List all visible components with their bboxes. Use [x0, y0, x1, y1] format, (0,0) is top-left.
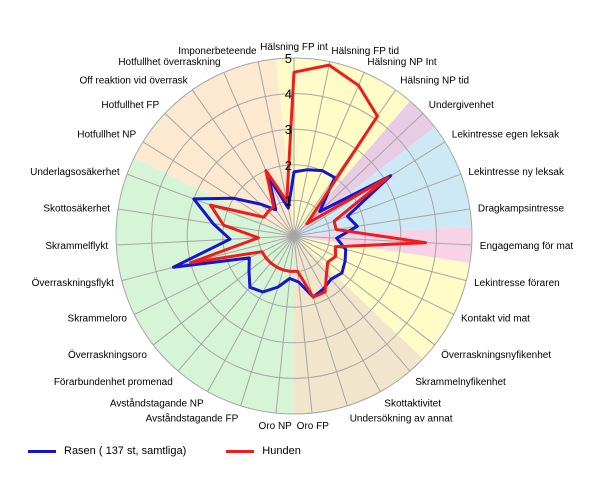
category-label: Hälsning NP tid: [400, 75, 469, 86]
spoke-9: [293, 235, 467, 282]
category-label: Hälsning NP Int: [367, 57, 437, 68]
category-label: Lekintresse egen leksak: [452, 130, 560, 141]
spoke-29: [223, 72, 295, 237]
category-label: Hälsning FP int: [260, 42, 328, 53]
tick-label: 3: [285, 122, 292, 137]
spoke-26: [142, 141, 295, 237]
spoke-4: [293, 113, 424, 237]
series-line-1: [189, 63, 428, 299]
category-label: Kontakt vid mat: [461, 313, 530, 324]
spoke-15: [293, 235, 313, 414]
legend-item-breed: Rasen ( 137 st, samtliga): [28, 445, 186, 457]
spoke-14: [293, 235, 348, 406]
spoke-20: [152, 235, 295, 346]
spoke-11: [293, 235, 436, 346]
category-label: Off reaktion vid överrask: [79, 75, 188, 86]
spoke-3: [293, 89, 397, 237]
category-label: Hotfullhet överraskning: [118, 57, 220, 68]
category-label: Undersökning av annat: [350, 414, 453, 425]
spoke-28: [191, 89, 295, 237]
category-label: Undergivenhet: [429, 100, 494, 111]
sector-6: [116, 157, 294, 414]
spoke-13: [293, 235, 381, 392]
category-label: Oro NP: [259, 421, 293, 432]
category-label: Hälsning FP tid: [331, 46, 399, 57]
spoke-17: [240, 235, 295, 406]
tick-label: 2: [285, 158, 292, 173]
radar-grid: [115, 57, 473, 415]
legend-label-dog: Hunden: [262, 445, 301, 457]
category-label: Hotfullhet FP: [101, 100, 159, 111]
tick-label: 4: [285, 87, 292, 102]
category-label: Oro FP: [297, 421, 330, 432]
category-label: Lekintresse ny leksak: [468, 167, 565, 178]
category-label: Skottosäkerhet: [43, 203, 110, 214]
category-label: Engagemang för mat: [480, 241, 574, 252]
spoke-18: [207, 235, 295, 392]
spoke-16: [275, 235, 295, 414]
category-label: Överraskningsoro: [68, 349, 147, 361]
legend-label-breed: Rasen ( 137 st, samtliga): [64, 445, 187, 457]
category-label: Avståndstagande FP: [146, 413, 239, 425]
spoke-19: [177, 235, 295, 372]
sector-7: [134, 58, 294, 236]
category-label: Avståndstagande NP: [110, 398, 204, 410]
category-label: Skrammelflykt: [45, 241, 108, 252]
spoke-21: [133, 235, 295, 315]
category-label: Imponerbeteende: [178, 46, 257, 57]
category-label: Skottaktivitet: [384, 399, 441, 410]
spoke-27: [164, 113, 295, 237]
category-label: Överraskningsnyfikenhet: [441, 349, 551, 361]
category-label: Överraskningsflykt: [32, 277, 114, 289]
category-label: Lekintresse föraren: [474, 278, 560, 289]
legend-item-dog: Hunden: [226, 445, 301, 457]
legend-swatch-breed: [28, 449, 56, 453]
spoke-10: [293, 235, 455, 315]
category-label: Dragkampsintresse: [478, 203, 565, 214]
tick-label: 1: [285, 193, 292, 208]
category-label: Skrammeloro: [68, 313, 128, 324]
radial-tick-labels: 1 2 3 4 5: [285, 51, 292, 208]
legend-swatch-dog: [226, 449, 255, 453]
spoke-6: [293, 173, 462, 237]
legend: Rasen ( 137 st, samtliga) Hunden: [28, 445, 301, 457]
series-lines: [171, 63, 428, 299]
category-label: Förarbundenhet promenad: [54, 377, 173, 388]
category-label: Underlagsosäkerhet: [30, 167, 120, 178]
tick-label: 5: [285, 51, 292, 66]
category-label: Skrammelnyfikenhet: [415, 377, 506, 388]
spoke-22: [121, 235, 295, 282]
spoke-1: [293, 61, 331, 237]
spoke-24: [117, 208, 295, 237]
spoke-2: [293, 72, 365, 237]
spoke-8: [293, 235, 472, 246]
spoke-12: [293, 235, 411, 372]
spoke-7: [293, 208, 471, 237]
spoke-23: [116, 235, 295, 246]
sector-0: [275, 58, 410, 237]
category-label: Hotfullhet NP: [77, 130, 136, 141]
